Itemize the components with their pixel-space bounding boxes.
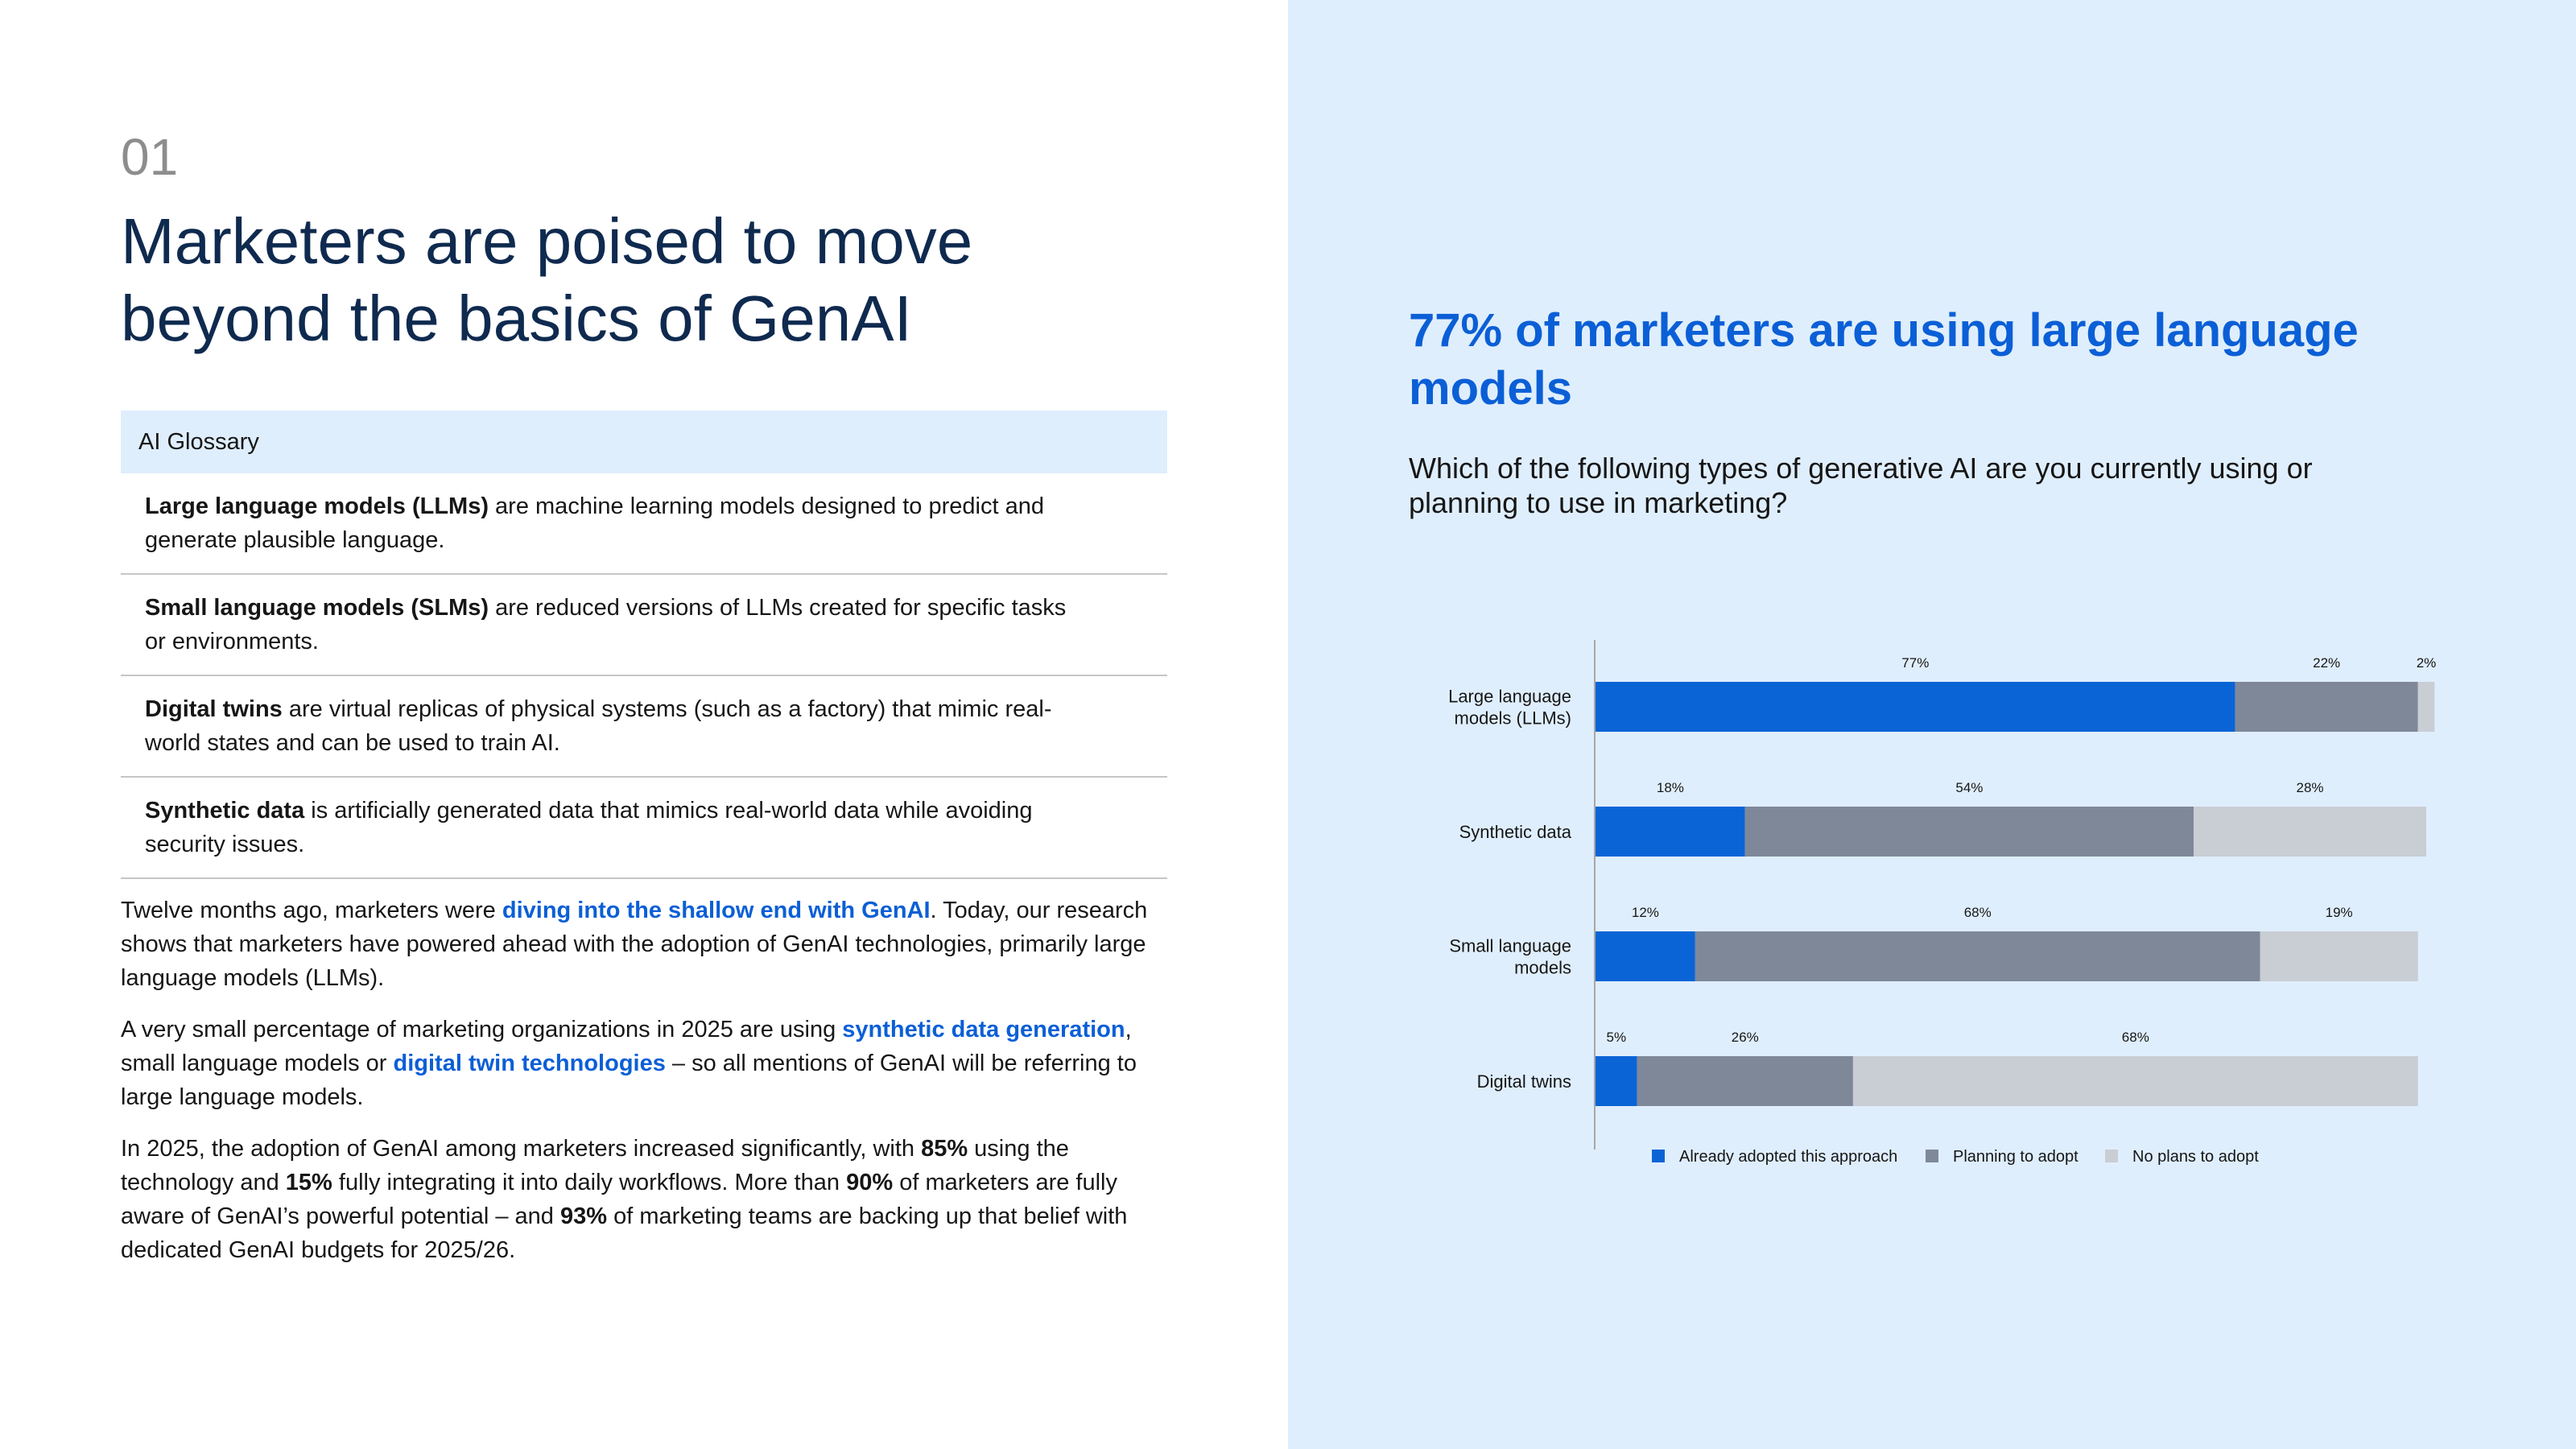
text-run: – so all mentions of GenAI will be refer… <box>121 1051 1137 1110</box>
value-label: 26% <box>1732 1030 1759 1045</box>
left-panel: 01 Marketers are poised to move beyond t… <box>121 128 1175 1285</box>
bar-segment <box>2235 682 2418 732</box>
bar-segment <box>1852 1056 2418 1106</box>
legend-swatch <box>2105 1150 2118 1162</box>
category-label: Small language <box>1449 936 1571 956</box>
text-run: In 2025, the adoption of GenAI among mar… <box>121 1136 922 1162</box>
paragraph-1: Twelve months ago, marketers were diving… <box>121 894 1175 995</box>
text-run: A very small percentage of marketing org… <box>121 1017 843 1042</box>
glossary-definition: are machine learning models designed to … <box>145 493 1044 553</box>
section-number: 01 <box>121 128 179 186</box>
value-label: 18% <box>1657 780 1684 795</box>
legend-label: No plans to adopt <box>2132 1148 2259 1166</box>
stat-90: 90% <box>846 1170 894 1195</box>
right-panel: 77% of marketers are using large languag… <box>1288 0 2576 1449</box>
glossary-item-digital-twins: Digital twins are virtual replicas of ph… <box>121 676 1167 778</box>
text-run: using the technology and <box>121 1136 1069 1195</box>
bar-segment <box>1596 1056 1637 1106</box>
category-label: models (LLMs) <box>1455 708 1571 729</box>
glossary-term: Small language models (SLMs) <box>145 595 489 621</box>
bar-segment <box>1637 1056 1853 1106</box>
value-label: 68% <box>2122 1030 2149 1045</box>
legend-swatch <box>1926 1150 1938 1162</box>
category-label: Digital twins <box>1477 1071 1571 1092</box>
glossary-item-slm: Small language models (SLMs) are reduced… <box>121 575 1167 676</box>
glossary-term: Large language models (LLMs) <box>145 493 489 519</box>
bar-segment <box>2417 682 2435 732</box>
text-run: Twelve months ago, marketers were <box>121 898 502 923</box>
text-run: , small language models or <box>121 1017 1132 1076</box>
value-label: 5% <box>1607 1030 1627 1045</box>
value-label: 77% <box>1901 655 1929 671</box>
survey-question: Which of the following types of generati… <box>1409 452 2313 519</box>
value-label: 12% <box>1632 905 1659 920</box>
legend-swatch <box>1652 1150 1665 1162</box>
page-title: Marketers are poised to move beyond the … <box>121 205 973 354</box>
synthetic-data-link[interactable]: synthetic data generation <box>842 1017 1125 1042</box>
chart-title: 77% of marketers are using large languag… <box>1409 304 2359 415</box>
glossary-definition: is artificially generated data that mimi… <box>145 798 1033 857</box>
text-run: . Today, our research shows that markete… <box>121 898 1148 991</box>
bar-segment <box>1596 931 1695 981</box>
text-run: of marketers are fully aware of GenAI’s … <box>121 1170 1117 1229</box>
glossary-item-llm: Large language models (LLMs) are machine… <box>121 473 1167 575</box>
bar-segment <box>2260 931 2418 981</box>
value-label: 68% <box>1964 905 1992 920</box>
category-label: models <box>1514 958 1571 978</box>
body-text: Twelve months ago, marketers were diving… <box>121 894 1175 1285</box>
ai-glossary: AI Glossary Large language models (LLMs)… <box>121 411 1167 879</box>
stat-15: 15% <box>285 1170 332 1195</box>
bar-segment <box>2194 807 2426 857</box>
bar-segment <box>1596 682 2235 732</box>
value-label: 54% <box>1955 780 1983 795</box>
glossary-term: Synthetic data <box>145 798 305 824</box>
shallow-end-link[interactable]: diving into the shallow end with GenAI <box>502 898 931 923</box>
glossary-term: Digital twins <box>145 696 283 722</box>
glossary-definition: are virtual replicas of physical systems… <box>145 696 1052 756</box>
bar-segment <box>1596 807 1745 857</box>
stat-93: 93% <box>559 1203 608 1229</box>
glossary-heading: AI Glossary <box>121 411 1167 473</box>
category-label: Large language <box>1448 687 1571 707</box>
paragraph-2: A very small percentage of marketing org… <box>121 1013 1175 1114</box>
text-run: of marketing teams are backing up that b… <box>121 1203 1128 1263</box>
bar-segment <box>1744 807 2194 857</box>
digital-twin-link[interactable]: digital twin technologies <box>393 1051 666 1076</box>
glossary-definition: are reduced versions of LLMs created for… <box>145 595 1067 654</box>
legend-label: Already adopted this approach <box>1679 1148 1897 1166</box>
value-label: 2% <box>2417 655 2437 671</box>
value-label: 28% <box>2297 780 2324 795</box>
value-label: 19% <box>2326 905 2353 920</box>
category-label: Synthetic data <box>1459 822 1572 842</box>
glossary-item-synthetic-data: Synthetic data is artificially generated… <box>121 778 1167 879</box>
legend-label: Planning to adopt <box>1953 1148 2079 1166</box>
value-label: 22% <box>2313 655 2340 671</box>
bar-segment <box>1695 931 2260 981</box>
stat-85: 85% <box>921 1136 968 1162</box>
text-run: fully integrating it into daily workflow… <box>332 1170 847 1195</box>
paragraph-3: In 2025, the adoption of GenAI among mar… <box>121 1132 1175 1267</box>
